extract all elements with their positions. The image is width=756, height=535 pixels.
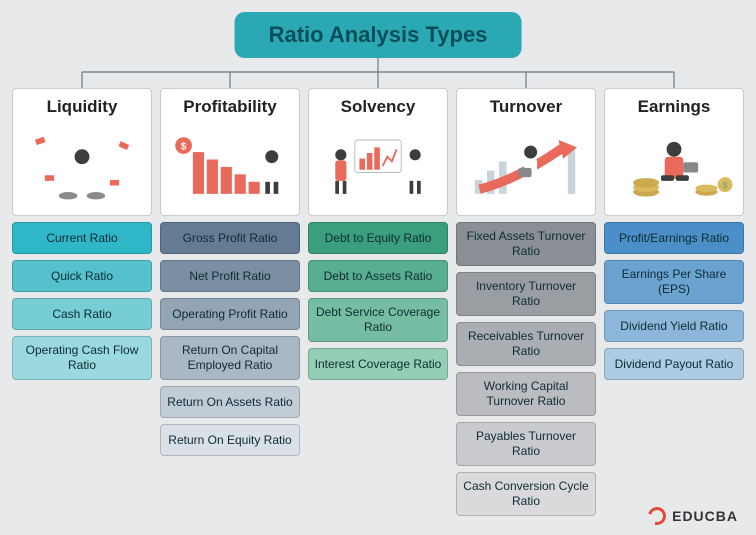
ratio-item: Debt Service Coverage Ratio	[308, 298, 448, 342]
column-title: Profitability	[165, 97, 295, 117]
column-title: Earnings	[609, 97, 739, 117]
column-profitability: Profitability $ Gross Profit Ratio Net Prof…	[160, 88, 300, 522]
ratio-item: Dividend Yield Ratio	[604, 310, 744, 342]
column-header: Earnings $	[604, 88, 744, 216]
ratio-item: Return On Assets Ratio	[160, 386, 300, 418]
column-header: Liquidity	[12, 88, 152, 216]
ratio-item: Interest Coverage Ratio	[308, 348, 448, 380]
ratio-item: Cash Conversion Cycle Ratio	[456, 472, 596, 516]
column-header: Turnover	[456, 88, 596, 216]
logo-mark-icon	[645, 504, 670, 529]
column-solvency: Solvency Debt to Equity Ratio Debt to Asse…	[308, 88, 448, 522]
ratio-item: Operating Cash Flow Ratio	[12, 336, 152, 380]
ratio-item: Return On Equity Ratio	[160, 424, 300, 456]
ratio-item: Gross Profit Ratio	[160, 222, 300, 254]
column-illustration	[461, 121, 591, 211]
column-illustration: $	[165, 121, 295, 211]
ratio-item: Net Profit Ratio	[160, 260, 300, 292]
diagram-canvas: Ratio Analysis Types Liquidity Current Ra…	[0, 0, 756, 535]
diagram-title: Ratio Analysis Types	[235, 12, 522, 58]
brand-logo: EDUCBA	[648, 507, 738, 525]
column-illustration	[313, 121, 443, 211]
ratio-item: Current Ratio	[12, 222, 152, 254]
ratio-item: Cash Ratio	[12, 298, 152, 330]
ratio-item: Quick Ratio	[12, 260, 152, 292]
diagram-title-text: Ratio Analysis Types	[269, 22, 488, 47]
column-title: Turnover	[461, 97, 591, 117]
svg-text:$: $	[181, 141, 187, 152]
ratio-item: Debt to Assets Ratio	[308, 260, 448, 292]
column-liquidity: Liquidity Current Ratio Quick Ratio Cash Ra…	[12, 88, 152, 522]
ratio-item: Earnings Per Share (EPS)	[604, 260, 744, 304]
column-header: Solvency	[308, 88, 448, 216]
column-header: Profitability $	[160, 88, 300, 216]
ratio-item: Return On Capital Employed Ratio	[160, 336, 300, 380]
column-earnings: Earnings $ Profit/Earnings Ratio Earnings P…	[604, 88, 744, 522]
column-title: Solvency	[313, 97, 443, 117]
column-turnover: Turnover Fixed Assets Turnover Ratio Inven…	[456, 88, 596, 522]
ratio-item: Receivables Turnover Ratio	[456, 322, 596, 366]
columns-container: Liquidity Current Ratio Quick Ratio Cash Ra…	[12, 88, 744, 522]
logo-text: EDUCBA	[672, 508, 738, 524]
column-illustration: $	[609, 121, 739, 211]
column-title: Liquidity	[17, 97, 147, 117]
ratio-item: Debt to Equity Ratio	[308, 222, 448, 254]
ratio-item: Working Capital Turnover Ratio	[456, 372, 596, 416]
ratio-item: Payables Turnover Ratio	[456, 422, 596, 466]
ratio-item: Fixed Assets Turnover Ratio	[456, 222, 596, 266]
ratio-item: Operating Profit Ratio	[160, 298, 300, 330]
ratio-item: Inventory Turnover Ratio	[456, 272, 596, 316]
ratio-item: Dividend Payout Ratio	[604, 348, 744, 380]
ratio-item: Profit/Earnings Ratio	[604, 222, 744, 254]
column-illustration	[17, 121, 147, 211]
svg-text:$: $	[722, 180, 728, 190]
